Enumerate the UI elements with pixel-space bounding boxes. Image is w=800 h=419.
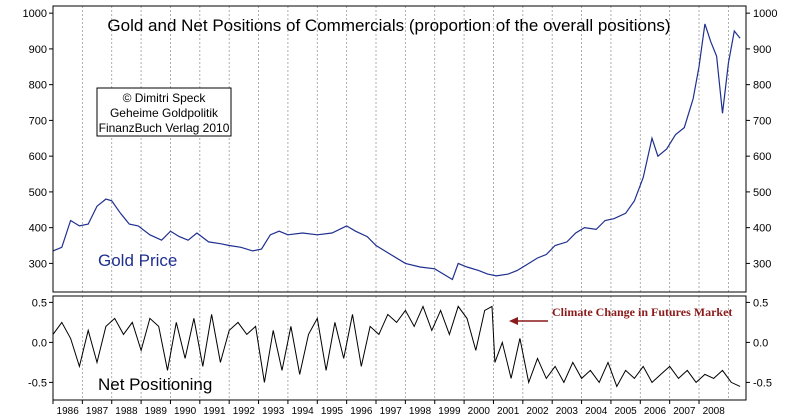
- credit-line-1: © Dimitri Speck: [123, 91, 207, 105]
- x-tick-label: 1998: [409, 406, 432, 417]
- bottom-y-tick-label-right: 0.5: [753, 297, 768, 309]
- x-tick-label: 1996: [350, 406, 373, 417]
- top-y-tick-label-right: 500: [753, 187, 771, 199]
- annotation-arrow-head: [509, 317, 518, 325]
- x-tick-label: 1989: [145, 406, 168, 417]
- top-y-tick-label-left: 500: [29, 187, 47, 199]
- top-y-tick-label-left: 300: [29, 258, 47, 270]
- annotation-climate-change: Climate Change in Futures Market: [552, 305, 732, 319]
- net-positioning-label: Net Positioning: [98, 375, 212, 394]
- top-panel-frame: [52, 5, 747, 293]
- bottom-y-tick-label-left: 0.5: [32, 297, 47, 309]
- top-y-ticks: 300 300 400 400 500 500 600 600 700 700 800 800 900 9…: [23, 8, 778, 270]
- x-tick-label: 1987: [86, 406, 109, 417]
- x-tick-label: 1993: [262, 406, 285, 417]
- x-tick-label: 1988: [115, 406, 138, 417]
- x-axis-year-ticks: 1986 1987 1988 1989 1990 1991 1992 1993 1994 1995…: [52, 400, 726, 417]
- x-tick-label: 2000: [468, 406, 491, 417]
- x-tick-label: 1992: [233, 406, 256, 417]
- top-y-tick-label-right: 400: [753, 223, 771, 235]
- top-y-tick-label-right: 900: [753, 44, 771, 56]
- x-tick-label: 1999: [438, 406, 461, 417]
- x-tick-label: 1990: [174, 406, 197, 417]
- credit-line-2: Geheime Goldpolitik: [110, 106, 219, 120]
- x-tick-label: 2006: [644, 406, 667, 417]
- top-y-tick-label-right: 300: [753, 258, 771, 270]
- gold-price-line: [52, 23, 741, 281]
- x-tick-label: 2001: [497, 406, 520, 417]
- top-y-tick-label-left: 400: [29, 223, 47, 235]
- x-tick-label: 2005: [614, 406, 637, 417]
- x-tick-label: 2007: [673, 406, 696, 417]
- credit-line-3: FinanzBuch Verlag 2010: [99, 121, 230, 135]
- x-tick-label: 2003: [556, 406, 579, 417]
- top-y-tick-label-left: 700: [29, 115, 47, 127]
- top-y-tick-label-right: 700: [753, 115, 771, 127]
- x-tick-label: 2004: [585, 406, 608, 417]
- bottom-y-tick-label-right: -0.5: [753, 377, 772, 389]
- bottom-panel-frame: [52, 295, 747, 401]
- x-tick-label: 1997: [380, 406, 403, 417]
- top-y-tick-label-right: 1000: [753, 8, 777, 20]
- top-y-tick-label-left: 800: [29, 80, 47, 92]
- top-y-tick-label-left: 1000: [23, 8, 47, 20]
- x-tick-label: 1994: [291, 406, 314, 417]
- bottom-y-tick-label-left: 0.0: [32, 337, 47, 349]
- x-tick-label: 1986: [57, 406, 80, 417]
- bottom-y-tick-label-right: 0.0: [753, 337, 768, 349]
- x-tick-label: 1991: [203, 406, 226, 417]
- x-tick-label: 1995: [321, 406, 344, 417]
- bottom-y-ticks: 0.5 0.5 0.0 0.0 -0.5 -0.5: [28, 297, 772, 389]
- gold-price-label: Gold Price: [98, 251, 177, 270]
- x-tick-label: 2002: [526, 406, 549, 417]
- net-positioning-line: [52, 305, 741, 388]
- top-y-tick-label-right: 800: [753, 80, 771, 92]
- x-tick-label: 2008: [703, 406, 726, 417]
- top-y-tick-label-right: 600: [753, 151, 771, 163]
- top-y-tick-label-left: 600: [29, 151, 47, 163]
- chart-title: Gold and Net Positions of Commercials (p…: [107, 16, 670, 35]
- bottom-y-tick-label-left: -0.5: [28, 377, 47, 389]
- top-y-tick-label-left: 900: [29, 44, 47, 56]
- credit-box: [96, 87, 232, 137]
